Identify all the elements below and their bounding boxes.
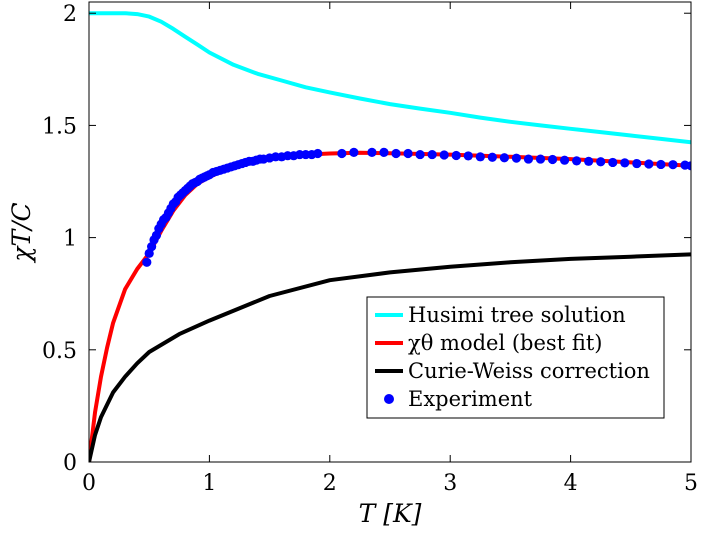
data-point: [451, 150, 461, 161]
legend-label-3: Experiment: [408, 387, 533, 411]
data-point: [475, 152, 485, 162]
data-point: [523, 154, 534, 164]
data-point: [142, 257, 152, 267]
data-point: [644, 159, 654, 169]
data-point: [511, 153, 522, 163]
data-point: [620, 158, 630, 168]
data-point: [499, 153, 509, 163]
x-tick-label: 5: [684, 471, 698, 496]
data-point: [313, 148, 323, 159]
data-point: [463, 151, 473, 161]
x-axis-label: T [K]: [359, 499, 422, 528]
legend-box: [366, 296, 665, 419]
data-point: [596, 157, 606, 167]
y-tick-label: 2: [63, 2, 77, 27]
legend-label-2: Curie-Weiss correction: [408, 359, 650, 383]
axes: 0 1 2 3 4 5 0 0.5 1 1.5 2 T [K] χT/C: [7, 1, 698, 528]
data-point: [632, 158, 642, 169]
legend-label-1: χθ model (best fit): [408, 331, 602, 355]
data-point: [367, 147, 377, 157]
data-point: [608, 157, 618, 168]
data-point: [584, 156, 594, 166]
y-tick-label: 0: [63, 451, 77, 476]
data-point: [547, 154, 558, 165]
data-point: [535, 154, 546, 164]
data-point: [337, 148, 347, 159]
series-line-2: [89, 252, 691, 462]
y-tick-label: 1.5: [42, 114, 77, 139]
data-point: [686, 161, 691, 171]
data-point: [403, 148, 413, 159]
data-point: [572, 156, 582, 166]
data-point: [415, 149, 425, 160]
axes-frame: [88, 1, 692, 463]
x-tick-label: 2: [323, 471, 337, 496]
data-point: [559, 155, 570, 165]
data-point: [379, 147, 389, 157]
data-point: [487, 152, 497, 162]
x-tick-label: 1: [202, 471, 216, 496]
series-line-0: [89, 11, 691, 145]
data-point: [391, 148, 401, 159]
x-tick-label: 4: [564, 471, 578, 496]
data-point: [656, 159, 666, 170]
data-point: [349, 147, 359, 157]
data-point: [427, 149, 437, 160]
y-tick-label: 1: [63, 227, 77, 252]
series-group: [89, 11, 691, 462]
y-tick-label: 0.5: [42, 339, 77, 364]
y-axis-label: χT/C: [7, 202, 36, 263]
x-tick-label: 3: [443, 471, 457, 496]
data-point: [668, 160, 678, 170]
x-tick-label: 0: [82, 471, 96, 496]
data-point: [439, 150, 449, 160]
legend-label-0: Husimi tree solution: [408, 303, 626, 327]
plot-area: [89, 11, 691, 462]
legend: Husimi tree solution χθ model (best fit) C…: [366, 296, 665, 419]
legend-swatch-3: [384, 394, 394, 404]
